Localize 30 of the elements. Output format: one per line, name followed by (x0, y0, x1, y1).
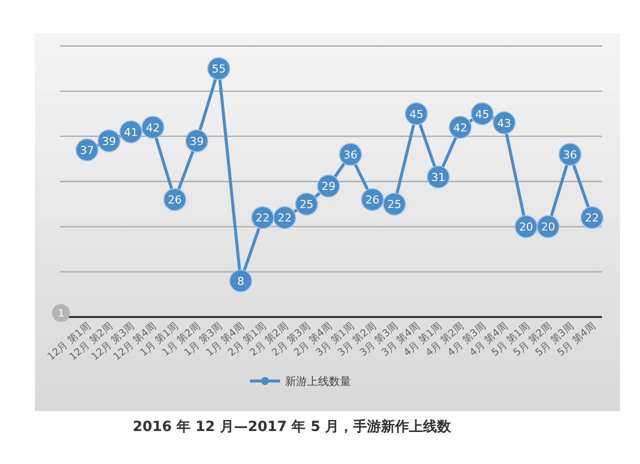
data-label: 31 (431, 170, 446, 184)
data-label: 39 (102, 134, 116, 148)
data-label: 8 (237, 274, 244, 288)
data-label: 37 (80, 144, 94, 157)
data-label: 36 (563, 148, 578, 162)
legend-label: 新游上线数量 (285, 375, 351, 388)
data-label: 45 (475, 108, 490, 121)
data-label: 25 (300, 198, 314, 212)
data-label: 22 (585, 212, 599, 225)
data-label: 41 (124, 126, 138, 139)
data-label: 26 (365, 194, 380, 207)
data-label: 43 (497, 116, 512, 130)
legend: 新游上线数量 (250, 375, 351, 388)
data-label: 42 (146, 121, 160, 134)
data-label: 22 (278, 212, 292, 225)
annotation: 1 (52, 304, 70, 322)
data-label: 20 (541, 220, 556, 234)
data-label: 45 (409, 108, 424, 121)
data-label: 20 (519, 220, 534, 234)
data-label: 22 (256, 212, 270, 225)
data-label: 25 (387, 198, 402, 212)
text: 2016 年 12 月—2017 年 5 月，手游新作上线数 (132, 418, 452, 435)
data-label: 42 (453, 121, 468, 134)
annotation: 1 (58, 308, 64, 320)
data-label: 29 (322, 180, 336, 194)
data-label: 26 (168, 194, 182, 207)
point (229, 269, 252, 292)
data-label: 36 (343, 148, 358, 162)
data-label: 39 (190, 134, 204, 148)
data-label: 55 (212, 62, 226, 76)
